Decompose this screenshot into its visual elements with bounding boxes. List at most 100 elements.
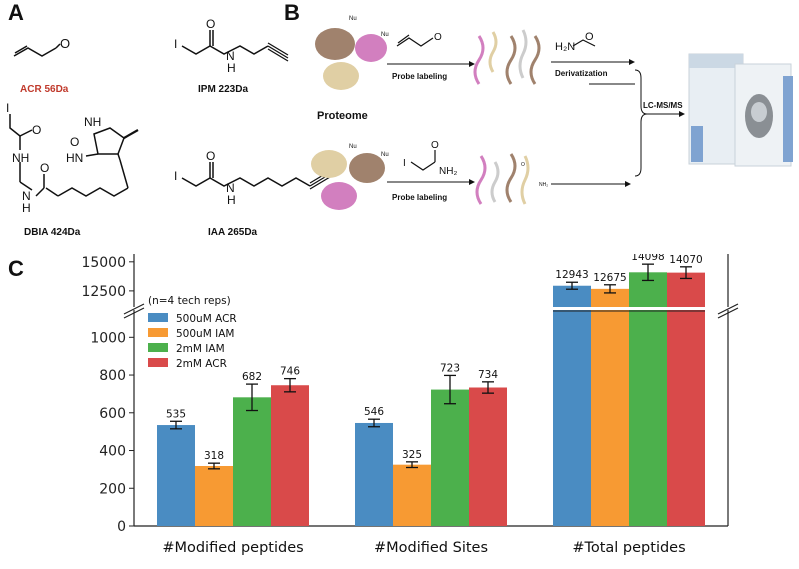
bar-chart: 0 200 400 600 800 1000 12500 15000 535 318 682 746 #… [81,254,740,556]
dbia-atom-i: I [6,101,9,115]
dbia-atom-n: N [22,189,31,203]
svg-text:O: O [521,162,525,168]
data-label: 14098 [631,254,664,263]
y-tick-label: 0 [117,519,126,535]
ipm-atom-h: H [227,61,236,75]
legend-swatch [148,313,168,322]
svg-text:NH₂: NH₂ [439,166,457,177]
y-tick-label: 1000 [90,330,126,346]
bar-500um-iam [393,464,431,526]
svg-text:O: O [585,31,594,43]
dbia-atom-o1: O [32,123,41,137]
protein-blob [323,62,359,90]
legend-entry: 500uM IAM [176,328,234,340]
dbia-atom-o3: O [40,161,49,175]
iaa-label: IAA 265Da [208,227,258,238]
panel-label-c: C [8,256,24,281]
category-label: #Modified peptides [162,540,303,556]
legend-swatch [148,358,168,367]
data-label: 325 [402,449,422,461]
data-label: 14070 [669,254,702,266]
nu-label: Nu [381,32,389,38]
ipm-atom-o: O [206,17,215,31]
bar-500um-acr [157,425,195,526]
lcms-label: LC-MS/MS [643,101,683,110]
mass-spec-instrument [688,53,793,167]
bar-500um-iam [591,288,629,526]
protein-blob [315,28,355,60]
dbia-atom-hn: HN [66,151,83,165]
svg-text:H₂N: H₂N [555,41,575,53]
bar-2mm-iam [431,389,469,526]
svg-text:NH₂: NH₂ [539,182,548,188]
data-label: 546 [364,406,384,418]
bar-2mm-iam [629,272,667,526]
svg-text:O: O [434,32,442,43]
legend-entry: 2mM ACR [176,358,227,370]
acr-structure: O [13,36,70,57]
data-label: 535 [166,408,186,420]
y-tick-label: 200 [99,481,126,497]
dbia-atom-o2: O [70,135,79,149]
data-label: 12675 [593,272,626,284]
ipm-label: IPM 223Da [198,84,249,95]
break-mark [123,303,145,315]
data-label: 12943 [555,269,588,281]
acr-label: ACR 56Da [20,84,69,95]
bar-2mm-acr [469,387,507,526]
category-label: #Modified Sites [374,540,488,556]
category-label: #Total peptides [572,540,685,556]
protein-blob [311,150,347,178]
y-tick-label: 400 [99,444,126,460]
legend-swatch [148,343,168,352]
svg-text:Nu: Nu [381,152,389,158]
workflow-diagram: Nu Nu Proteome O Probe labeling H₂N O De… [311,16,793,210]
break-mark [123,307,145,319]
probe-labeling-bottom: Probe labeling [392,193,447,202]
ipm-atom-i: I [174,37,177,51]
nu-label: Nu [349,16,357,22]
ipm-atom-n: N [226,49,235,63]
bar-500um-iam [195,465,233,526]
dbia-label: DBIA 424Da [24,227,81,238]
legend-title: (n=4 tech reps) [148,295,231,307]
bar-2mm-acr [667,272,705,526]
data-label: 746 [280,366,300,378]
bar-500um-acr [355,422,393,526]
data-label: 682 [242,371,262,383]
iaa-atom-n: N [226,181,235,195]
bar-2mm-iam [233,397,271,526]
legend-entry: 2mM IAM [176,343,225,355]
protein-blob [321,182,357,210]
panel-label-a: A [8,0,24,25]
bar-500um-acr [553,285,591,526]
ipm-structure: O I N H [174,17,289,75]
legend-swatch [148,328,168,337]
break-mark [717,307,739,319]
dbia-atom-nh2: NH [84,115,101,129]
svg-text:I: I [403,158,406,169]
y-tick-label: 15000 [81,255,126,271]
iaa-atom-h: H [227,193,236,207]
protein-blob [355,34,387,62]
protein-blob [349,153,385,183]
axis-break-band [122,307,740,310]
data-label: 318 [204,450,224,462]
dbia-atom-h: H [22,201,31,215]
probe-labeling-top: Probe labeling [392,72,447,81]
proteome-label: Proteome [317,110,368,122]
svg-text:Nu: Nu [349,144,357,150]
y-tick-label: 800 [99,368,126,384]
y-tick-label: 12500 [81,284,126,300]
svg-text:O: O [431,140,439,151]
legend-entry: 500uM ACR [176,313,237,325]
data-label: 723 [440,362,460,374]
svg-text:O: O [60,36,70,51]
derivatization-label: Derivatization [555,69,608,78]
bar-2mm-acr [271,385,309,526]
iaa-atom-i: I [174,169,177,183]
iaa-atom-o: O [206,149,215,163]
data-label: 734 [478,369,498,381]
dbia-structure: I O NH NH HN O O N H [6,101,139,215]
panel-label-b: B [284,0,300,25]
